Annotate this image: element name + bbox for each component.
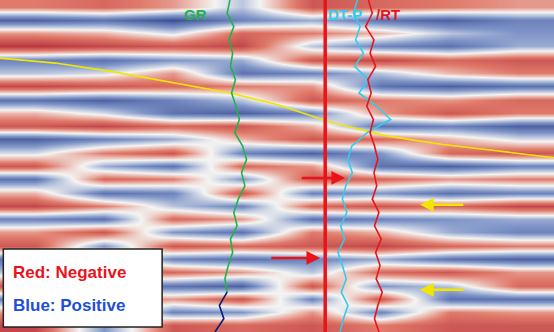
svg-text:GR: GR [184,6,207,23]
svg-text:DT-P: DT-P [328,6,362,23]
svg-text:Red: Negative: Red: Negative [13,263,126,282]
svg-text:/RT: /RT [376,6,400,23]
svg-text:Blue: Positive: Blue: Positive [13,296,125,315]
